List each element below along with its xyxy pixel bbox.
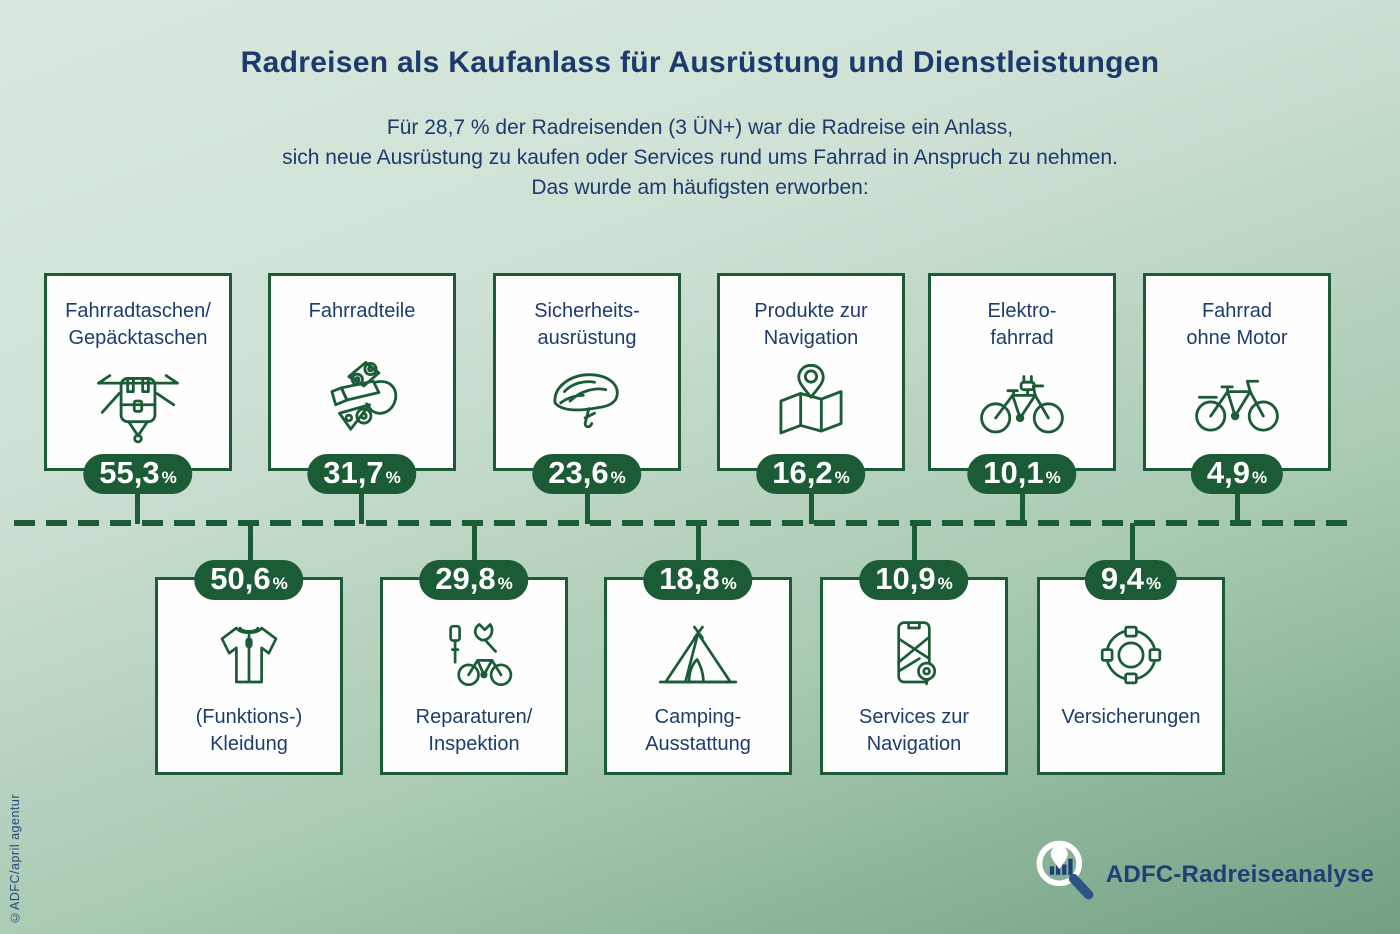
percent-sign: % xyxy=(1045,468,1061,487)
map-pin-icon xyxy=(764,354,858,448)
card-elektrofahrrad: Elektro- fahrrad 10,1% xyxy=(928,273,1116,494)
percent-sign: % xyxy=(497,574,513,593)
card-label: (Funktions-) Kleidung xyxy=(195,706,303,755)
value-badge: 9,4% xyxy=(1084,560,1178,600)
card-fahrradtaschen: Fahrradtaschen/ Gepäcktaschen 55,3% xyxy=(44,273,232,494)
connector-stem xyxy=(1235,492,1240,524)
percent-sign: % xyxy=(272,574,288,593)
connector-stem xyxy=(1020,492,1025,524)
value-badge: 10,9% xyxy=(859,560,969,600)
copyright-credit: ©ADFC/april agentur xyxy=(8,793,22,925)
adfc-logo: ADFC-Radreiseanalyse xyxy=(1030,837,1374,912)
card-label: Versicherungen xyxy=(1061,706,1201,728)
connector-stem xyxy=(809,492,814,524)
repair-tools-icon xyxy=(429,580,519,700)
card-label: Sicherheits- ausrüstung xyxy=(534,300,640,349)
bicycle-icon xyxy=(1190,354,1284,448)
value-number: 4,9 xyxy=(1206,455,1250,490)
page-title: Radreisen als Kaufanlass für Ausrüstung … xyxy=(240,46,1160,79)
connector-stem xyxy=(1130,523,1135,561)
lifebuoy-icon xyxy=(1086,580,1176,700)
derailleur-icon xyxy=(315,354,409,448)
card-label: Reparaturen/ Inspektion xyxy=(415,706,533,755)
value-number: 16,2 xyxy=(772,455,833,490)
jersey-icon xyxy=(204,580,294,700)
timeline-dashed-line xyxy=(14,520,1356,526)
card-label: Produkte zur Navigation xyxy=(754,300,868,349)
value-badge: 50,6% xyxy=(194,560,304,600)
connector-stem xyxy=(248,523,253,561)
card-produkte-navigation: Produkte zur Navigation 16,2% xyxy=(717,273,905,494)
card-versicherungen: 9,4% Versicherungen xyxy=(1037,560,1225,775)
connector-stem xyxy=(472,523,477,561)
percent-sign: % xyxy=(721,574,737,593)
percent-sign: % xyxy=(385,468,401,487)
value-badge: 18,8% xyxy=(643,560,753,600)
value-number: 23,6 xyxy=(548,455,609,490)
connector-stem xyxy=(696,523,701,561)
value-badge: 10,1% xyxy=(967,454,1077,494)
logo-text: ADFC-Radreiseanalyse xyxy=(1105,860,1374,888)
value-number: 10,9 xyxy=(875,561,936,596)
pannier-bag-icon xyxy=(91,354,185,448)
e-bike-icon xyxy=(975,354,1069,448)
card-reparaturen: 29,8% Reparaturen/ Inspektion xyxy=(380,560,568,775)
percent-sign: % xyxy=(1251,468,1268,487)
value-badge: 4,9% xyxy=(1190,454,1284,494)
value-number: 9,4 xyxy=(1100,561,1144,596)
value-badge: 23,6% xyxy=(532,454,642,494)
value-number: 18,8 xyxy=(659,561,720,596)
card-label: Camping- Ausstattung xyxy=(645,706,751,755)
connector-stem xyxy=(912,523,917,561)
card-services-navigation: 10,9% Services zur Navigation xyxy=(820,560,1008,775)
percent-sign: % xyxy=(834,468,850,487)
value-badge: 55,3% xyxy=(83,454,193,494)
value-number: 31,7 xyxy=(323,455,384,490)
value-number: 29,8 xyxy=(435,561,496,596)
value-badge: 16,2% xyxy=(756,454,866,494)
connector-stem xyxy=(135,492,140,524)
connector-stem xyxy=(585,492,590,524)
card-fahrrad-ohne-motor: Fahrrad ohne Motor 4,9% xyxy=(1143,273,1331,494)
percent-sign: % xyxy=(161,468,177,487)
value-number: 10,1 xyxy=(983,455,1044,490)
helmet-icon xyxy=(540,354,634,448)
tent-icon xyxy=(653,580,743,700)
value-number: 55,3 xyxy=(99,455,160,490)
page-subtitle: Für 28,7 % der Radreisenden (3 ÜN+) war … xyxy=(282,116,1118,199)
value-badge: 29,8% xyxy=(419,560,529,600)
phone-navigation-icon xyxy=(869,580,959,700)
percent-sign: % xyxy=(937,574,953,593)
value-number: 50,6 xyxy=(210,561,271,596)
value-badge: 31,7% xyxy=(307,454,417,494)
card-label: Services zur Navigation xyxy=(858,706,970,755)
card-label: Fahrradtaschen/ Gepäcktaschen xyxy=(65,300,211,349)
percent-sign: % xyxy=(610,468,626,487)
magnifier-chart-icon xyxy=(1030,837,1100,912)
connector-stem xyxy=(359,492,364,524)
card-label: Fahrrad ohne Motor xyxy=(1186,300,1288,349)
card-sicherheitsausruestung: Sicherheits- ausrüstung 23,6% xyxy=(493,273,681,494)
card-fahrradteile: Fahrradteile 31,7% xyxy=(268,273,456,494)
card-label: Elektro- fahrrad xyxy=(987,300,1057,349)
card-camping: 18,8% Camping- Ausstattung xyxy=(604,560,792,775)
percent-sign: % xyxy=(1145,574,1162,593)
card-funktionskleidung: 50,6% (Funktions-) Kleidung xyxy=(155,560,343,775)
card-label: Fahrradteile xyxy=(308,300,416,322)
